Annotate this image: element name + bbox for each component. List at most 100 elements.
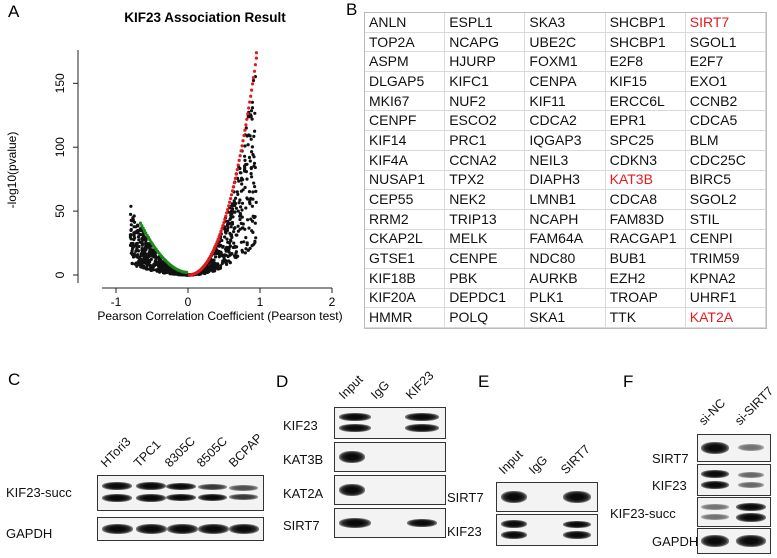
data-point-positive	[232, 181, 236, 185]
x-tick-label: 0	[185, 295, 192, 309]
row-label: GAPDH	[652, 534, 699, 549]
gene-cell: NCAPH	[525, 209, 606, 230]
data-point	[136, 235, 141, 239]
gene-cell: KIF11	[525, 91, 606, 112]
gene-cell: ESPL1	[445, 13, 526, 33]
data-point-positive	[224, 214, 228, 218]
y-tick-label: 100	[53, 137, 67, 157]
data-point	[136, 260, 140, 264]
gene-table: ANLN ESPL1 SKA3 SHCBP1 SIRT7 TOP2A NCAPG UBE2C S…	[364, 12, 767, 329]
data-point	[137, 238, 141, 242]
gene-cell: CCNA2	[445, 150, 526, 171]
x-tick-label: 1	[257, 295, 264, 309]
column-label: IgG	[526, 452, 551, 477]
data-point-positive	[254, 56, 258, 60]
data-point-positive	[246, 112, 250, 116]
data-point-positive	[241, 139, 245, 143]
data-point	[140, 250, 144, 255]
data-point	[244, 206, 248, 210]
data-point	[128, 243, 133, 247]
data-point	[247, 190, 252, 194]
gene-cell: BIRC5	[685, 170, 766, 191]
data-point	[129, 212, 133, 216]
data-point	[147, 255, 151, 259]
gene-cell: NEK2	[445, 190, 526, 210]
data-point	[232, 241, 236, 245]
data-point	[229, 211, 233, 215]
gene-cell: BLM	[685, 131, 766, 151]
gene-cell: SGOL1	[685, 32, 766, 53]
data-point	[237, 201, 241, 205]
blot-kat2a	[334, 475, 446, 505]
data-point	[145, 261, 149, 265]
row-label: SIRT7	[652, 451, 689, 466]
gene-cell: ERCC6L	[605, 91, 686, 112]
data-point	[131, 241, 135, 245]
data-point	[243, 158, 247, 162]
data-point	[130, 249, 134, 253]
data-point-negative	[140, 224, 144, 228]
data-point	[250, 204, 254, 208]
y-tick-label: 0	[53, 271, 67, 278]
data-point	[219, 264, 223, 268]
data-point-positive	[253, 63, 257, 67]
gene-cell: PRC1	[445, 131, 526, 151]
data-point-positive	[249, 94, 253, 98]
data-point-positive	[227, 204, 231, 208]
gene-cell: EPR1	[605, 111, 686, 132]
data-point	[165, 270, 169, 274]
data-point	[225, 237, 229, 241]
data-point	[227, 250, 231, 254]
data-point-positive	[228, 200, 232, 204]
data-point	[239, 212, 243, 217]
gene-cell: NEIL3	[525, 150, 606, 171]
data-point	[250, 175, 254, 179]
data-point-positive	[250, 88, 254, 92]
data-point	[237, 179, 241, 183]
data-point	[137, 244, 141, 249]
data-point	[140, 263, 144, 267]
row-label: SIRT7	[447, 490, 484, 505]
data-point	[134, 230, 138, 234]
data-point	[232, 210, 237, 214]
data-point	[239, 171, 243, 175]
gene-cell: CKAP2L	[365, 229, 446, 250]
data-point	[209, 263, 213, 267]
gene-cell: SPC25	[605, 131, 686, 151]
gene-cell: KIF15	[605, 72, 686, 92]
blot-kif23	[697, 464, 771, 496]
data-point	[136, 223, 140, 227]
gene-cell: UHRF1	[685, 288, 766, 309]
data-point	[142, 247, 146, 251]
blot-sirt7	[334, 508, 446, 538]
gene-cell: LMNB1	[525, 190, 606, 210]
panel-label-b: B	[346, 0, 358, 19]
data-point	[130, 261, 134, 265]
data-point	[249, 166, 253, 171]
data-point	[249, 137, 253, 141]
column-label: 8505C	[194, 434, 231, 470]
gene-cell: DLGAP5	[365, 72, 446, 92]
gene-cell: SKA3	[525, 13, 606, 33]
data-point	[131, 252, 135, 257]
data-point-positive	[243, 128, 247, 132]
data-point	[133, 254, 137, 258]
data-point	[206, 267, 211, 271]
data-point	[129, 233, 133, 237]
data-point	[251, 78, 256, 83]
scatter-points	[128, 51, 258, 277]
data-point	[236, 229, 240, 233]
data-point	[234, 206, 238, 210]
data-point	[244, 247, 248, 251]
x-tick-label: -1	[111, 295, 122, 309]
data-point	[252, 161, 257, 165]
gene-cell: TRIM59	[685, 249, 766, 269]
data-point	[218, 266, 223, 270]
data-point	[223, 258, 227, 262]
data-point	[220, 238, 224, 243]
data-point	[149, 257, 153, 261]
gene-cell: HJURP	[445, 52, 526, 73]
blot-gapdh	[97, 517, 264, 541]
data-point	[247, 133, 251, 137]
data-point	[233, 245, 237, 249]
